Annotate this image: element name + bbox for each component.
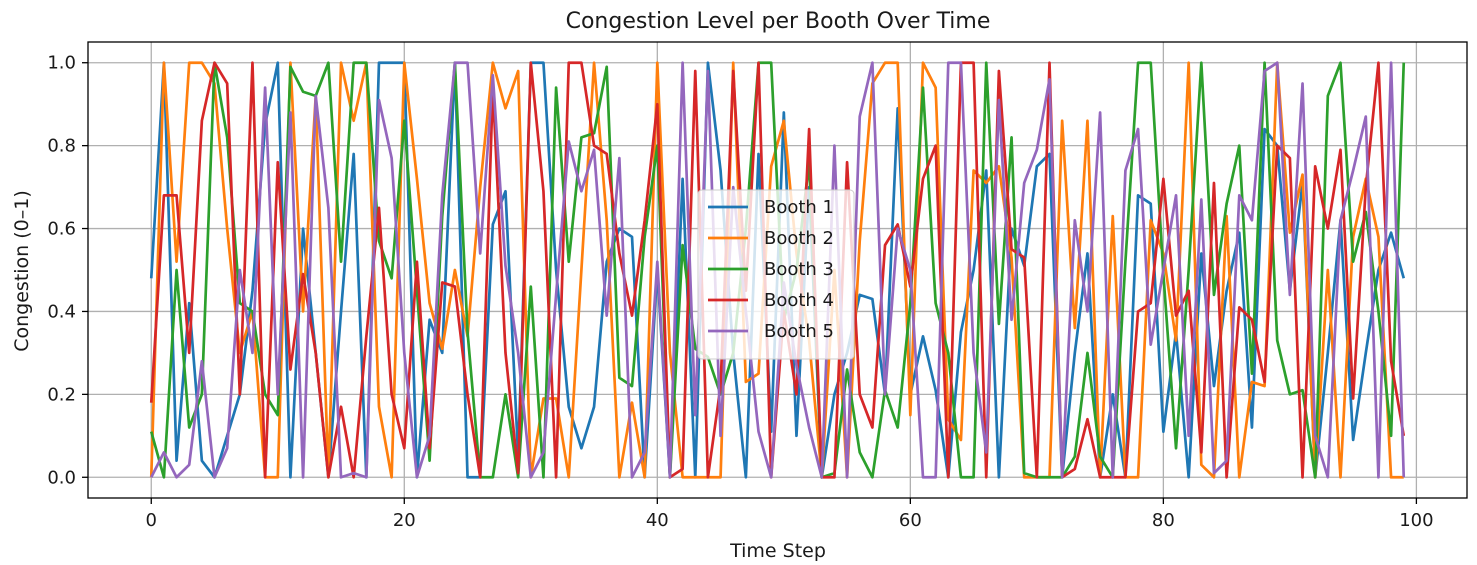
x-tick-label: 20 <box>393 510 416 531</box>
series-line-booth-5 <box>150 61 1406 479</box>
axes-layer: 0 20 40 60 80 100 0.0 0.2 0.4 0.6 0.8 1.0 <box>47 41 1468 531</box>
plot-frame <box>87 41 1468 499</box>
x-tick-label: 60 <box>899 510 922 531</box>
legend: Booth 1 Booth 2 Booth 3 Booth 4 Booth 5 <box>697 189 855 360</box>
y-tick-label: 0.4 <box>47 301 76 322</box>
y-tick-label: 1.0 <box>47 53 76 74</box>
x-tick-label: 100 <box>1399 510 1433 531</box>
series-line-booth-2 <box>149 61 1404 479</box>
x-tick-label: 40 <box>646 510 669 531</box>
y-tick-label: 0.0 <box>47 467 76 488</box>
y-tick-label: 0.8 <box>47 136 76 157</box>
legend-box <box>697 189 855 360</box>
x-tick-label: 0 <box>146 510 157 531</box>
legend-entry-label: Booth 1 <box>764 197 834 218</box>
chart-title: Congestion Level per Booth Over Time <box>566 9 991 34</box>
x-tick-label: 80 <box>1152 510 1175 531</box>
x-axis-label: Time Step <box>729 540 826 562</box>
legend-entry-label: Booth 3 <box>764 259 834 280</box>
y-tick-label: 0.2 <box>47 384 76 405</box>
legend-entry-label: Booth 2 <box>764 228 834 249</box>
legend-entry-label: Booth 5 <box>764 321 834 342</box>
y-tick-label: 0.6 <box>47 219 76 240</box>
y-axis-label: Congestion (0–1) <box>11 190 33 352</box>
legend-entry-label: Booth 4 <box>764 290 834 311</box>
